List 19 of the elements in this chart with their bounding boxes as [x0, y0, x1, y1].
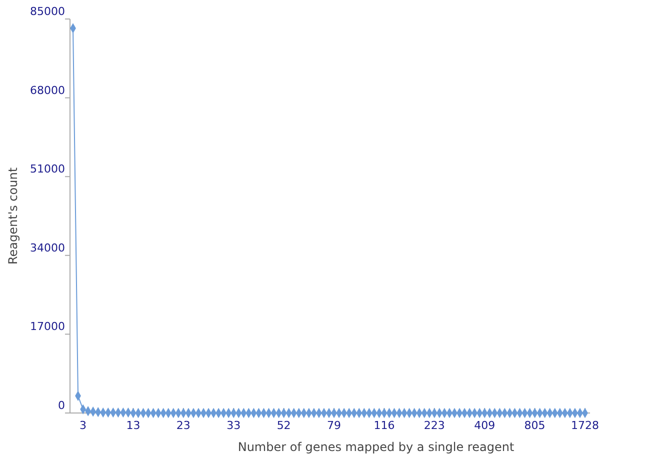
- x-tick-label: 805: [524, 419, 546, 432]
- y-tick-label: 0: [58, 399, 65, 412]
- x-tick-label: 409: [474, 419, 496, 432]
- x-tick-label: 23: [176, 419, 190, 432]
- y-tick-label: 51000: [30, 162, 65, 176]
- x-tick-label: 13: [126, 419, 140, 432]
- y-tick-label: 34000: [30, 241, 65, 254]
- x-tick-label: 223: [424, 419, 445, 432]
- x-tick-label: 1728: [571, 419, 599, 432]
- y-tick-label: 85000: [30, 5, 65, 18]
- y-tick-label: 17000: [30, 320, 65, 334]
- x-tick-label: 33: [226, 419, 241, 432]
- x-tick-label: 52: [276, 419, 291, 432]
- x-tick-label: 116: [374, 419, 395, 432]
- x-tick-label: 3: [80, 419, 87, 432]
- x-axis-title: Number of genes mapped by a single reagent: [238, 440, 514, 454]
- y-tick-label: 68000: [30, 84, 65, 97]
- x-tick-label: 79: [327, 419, 342, 432]
- y-axis-title: Reagent's count: [6, 167, 20, 265]
